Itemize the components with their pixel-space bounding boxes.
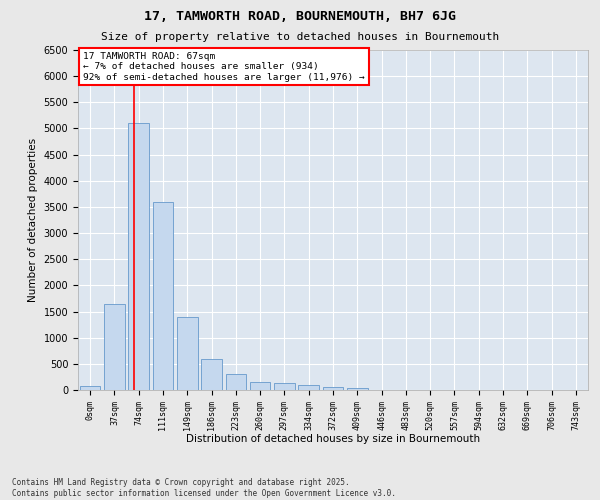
Bar (104, 304, 125, 390)
Text: 17 TAMWORTH ROAD: 67sqm
← 7% of detached houses are smaller (934)
92% of semi-de: 17 TAMWORTH ROAD: 67sqm ← 7% of detached… (83, 52, 365, 82)
Bar (152, 202, 173, 390)
Bar (80, 386, 100, 390)
Bar (201, 358, 222, 390)
Bar (250, 382, 271, 390)
Bar (128, 123, 149, 390)
Bar (298, 385, 319, 390)
Bar (323, 387, 343, 390)
Y-axis label: Number of detached properties: Number of detached properties (28, 138, 38, 302)
Text: 17, TAMWORTH ROAD, BOURNEMOUTH, BH7 6JG: 17, TAMWORTH ROAD, BOURNEMOUTH, BH7 6JG (144, 10, 456, 23)
Bar (347, 388, 368, 390)
Bar (274, 383, 295, 390)
Bar (226, 374, 246, 390)
X-axis label: Distribution of detached houses by size in Bournemouth: Distribution of detached houses by size … (186, 434, 480, 444)
Bar (177, 317, 197, 390)
Text: Size of property relative to detached houses in Bournemouth: Size of property relative to detached ho… (101, 32, 499, 42)
Text: Contains HM Land Registry data © Crown copyright and database right 2025.
Contai: Contains HM Land Registry data © Crown c… (12, 478, 396, 498)
